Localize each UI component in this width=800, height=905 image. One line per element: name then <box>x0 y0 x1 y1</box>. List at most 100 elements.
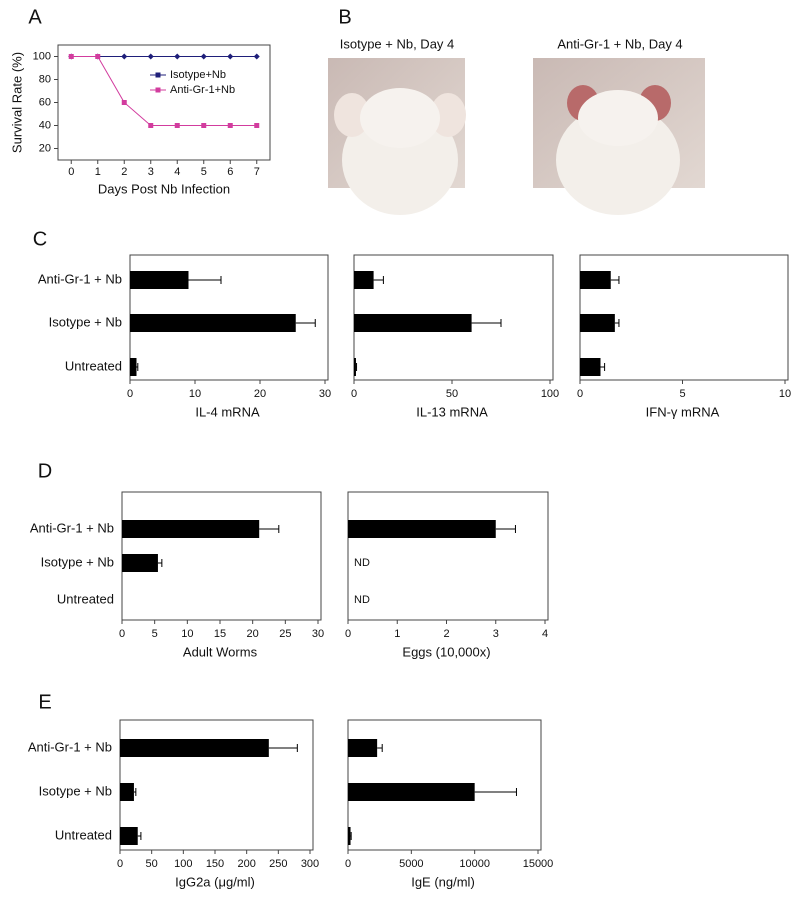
x-tick-label: 5 <box>679 388 685 400</box>
panel-letter: C <box>33 228 47 250</box>
bar <box>348 520 496 538</box>
marker <box>227 123 233 128</box>
error-bar <box>614 319 620 327</box>
panel-letter: B <box>338 6 351 28</box>
x-tick-label: 7 <box>254 166 260 178</box>
category-label: Isotype + Nb <box>49 314 122 329</box>
x-tick-label: 0 <box>127 388 133 400</box>
error-bar <box>610 276 620 284</box>
category-label: Anti-Gr-1 + Nb <box>30 520 114 535</box>
error-bar <box>474 788 517 796</box>
value-label: ND <box>354 557 370 569</box>
marker <box>121 100 127 105</box>
y-tick-label: 80 <box>39 73 51 85</box>
error-bar <box>495 525 516 533</box>
x-tick-label: 0 <box>345 628 351 640</box>
x-tick-label: 100 <box>541 388 559 400</box>
bar <box>348 827 351 845</box>
bar <box>120 739 269 757</box>
x-tick-label: 10000 <box>459 858 490 870</box>
x-axis-label: Days Post Nb Infection <box>98 181 230 196</box>
x-tick-label: 25 <box>279 628 291 640</box>
x-tick-label: 50 <box>146 858 158 870</box>
x-tick-label: 200 <box>237 858 255 870</box>
x-tick-label: 2 <box>121 166 127 178</box>
plot-frame <box>57 44 271 161</box>
category-label: Isotype + Nb <box>41 554 114 569</box>
x-axis-label: IL-4 mRNA <box>195 404 260 419</box>
marker <box>95 54 101 59</box>
legend-label: Anti-Gr-1+Nb <box>170 84 235 96</box>
bar <box>130 271 189 289</box>
x-tick-label: 10 <box>181 628 193 640</box>
marker <box>254 123 260 128</box>
x-tick-label: 30 <box>312 628 324 640</box>
y-tick-label: 100 <box>33 50 51 62</box>
marker <box>253 53 260 60</box>
error-bar <box>188 276 222 284</box>
marker <box>174 123 180 128</box>
value-label: ND <box>354 594 370 606</box>
x-axis-label: IgG2a (μg/ml) <box>175 874 255 889</box>
x-tick-label: 3 <box>493 628 499 640</box>
x-tick-label: 0 <box>345 858 351 870</box>
bar <box>130 314 296 332</box>
x-tick-label: 20 <box>254 388 266 400</box>
panel-letter: A <box>28 6 42 28</box>
error-bar <box>133 788 137 796</box>
x-tick-label: 50 <box>446 388 458 400</box>
bar <box>122 554 158 572</box>
x-tick-label: 10 <box>189 388 201 400</box>
x-axis-label: Adult Worms <box>183 644 258 659</box>
error-bar <box>157 559 163 567</box>
x-tick-label: 0 <box>117 858 123 870</box>
error-bar <box>136 363 139 371</box>
category-label: Untreated <box>65 358 122 373</box>
legend-marker <box>155 72 161 78</box>
error-bar <box>268 744 298 752</box>
y-tick-label: 60 <box>39 96 51 108</box>
x-axis-label: IgE (ng/ml) <box>411 874 475 889</box>
y-axis-label: Survival Rate (%) <box>9 52 24 153</box>
photo-isotype <box>328 58 466 215</box>
bar <box>354 358 356 376</box>
bar <box>122 520 260 538</box>
x-axis-label: Eggs (10,000x) <box>402 644 490 659</box>
error-bar <box>373 276 384 284</box>
x-axis-label: IL-13 mRNA <box>416 404 488 419</box>
bar <box>348 783 475 801</box>
x-tick-label: 10 <box>779 388 791 400</box>
x-tick-label: 20 <box>247 628 259 640</box>
x-tick-label: 0 <box>351 388 357 400</box>
y-tick-label: 20 <box>39 142 51 154</box>
bar <box>120 827 138 845</box>
x-tick-label: 15 <box>214 628 226 640</box>
x-tick-label: 15000 <box>523 858 554 870</box>
marker <box>201 123 207 128</box>
x-tick-label: 150 <box>206 858 224 870</box>
category-label: Untreated <box>57 591 114 606</box>
x-tick-label: 3 <box>148 166 154 178</box>
x-tick-label: 250 <box>269 858 287 870</box>
category-label: Anti-Gr-1 + Nb <box>38 271 122 286</box>
bar <box>580 271 611 289</box>
x-tick-label: 5 <box>201 166 207 178</box>
error-bar <box>600 363 606 371</box>
x-tick-label: 5 <box>152 628 158 640</box>
x-axis-label: IFN-γ mRNA <box>646 404 720 419</box>
x-tick-label: 1 <box>95 166 101 178</box>
marker <box>68 54 74 59</box>
error-bar <box>137 832 142 840</box>
marker <box>148 123 154 128</box>
category-label: Untreated <box>55 827 112 842</box>
x-tick-label: 4 <box>542 628 548 640</box>
panel-letter: D <box>38 460 52 482</box>
marker <box>227 53 234 60</box>
x-tick-label: 30 <box>319 388 331 400</box>
error-bar <box>471 319 502 327</box>
panel-letter: E <box>38 691 51 713</box>
legend-label: Isotype+Nb <box>170 69 226 81</box>
bar <box>354 271 374 289</box>
